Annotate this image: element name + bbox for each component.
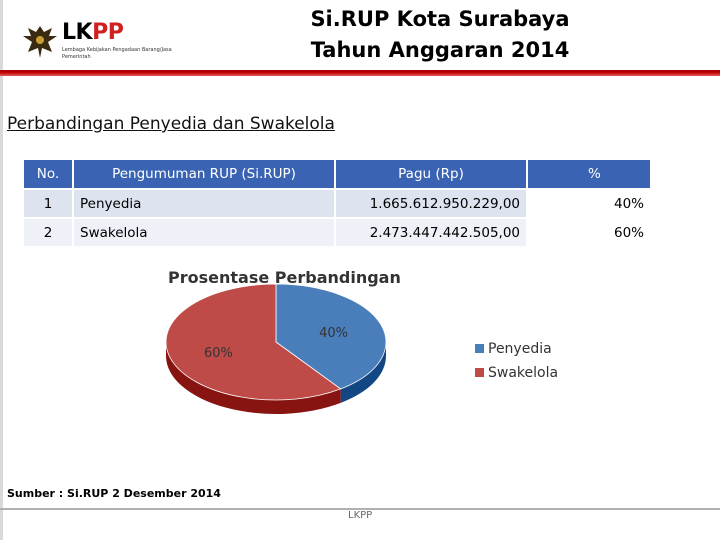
row-percent: 60% bbox=[528, 219, 650, 246]
pie-chart-svg: 40% 60% Penyedia Swakelola bbox=[165, 283, 558, 415]
row-pagu: 1.665.612.950.229,00 bbox=[336, 190, 526, 217]
title-line-1: Si.RUP Kota Surabaya bbox=[310, 7, 570, 31]
header-divider-bar bbox=[0, 70, 720, 76]
row-percent: 40% bbox=[528, 190, 650, 217]
row-name: Penyedia bbox=[74, 190, 334, 217]
header-percent: % bbox=[528, 160, 650, 188]
legend-label: Swakelola bbox=[488, 365, 558, 381]
comparison-table: No. Pengumuman RUP (Si.RUP) Pagu (Rp) % … bbox=[22, 158, 652, 248]
table-row: 2 Swakelola 2.473.447.442.505,00 60% bbox=[24, 219, 650, 246]
pie-data-label: 40% bbox=[319, 326, 348, 341]
header-pagu: Pagu (Rp) bbox=[336, 160, 526, 188]
chart-title: Prosentase Perbandingan bbox=[168, 268, 401, 287]
logo-subtitle: Lembaga Kebijakan Pengadaan Barang/Jasa … bbox=[62, 47, 172, 60]
pie-slice-swakelola bbox=[165, 283, 342, 401]
legend-swatch bbox=[475, 368, 484, 377]
header-name: Pengumuman RUP (Si.RUP) bbox=[74, 160, 334, 188]
logo-wordmark: LKPP bbox=[62, 20, 124, 45]
footer-label: LKPP bbox=[348, 510, 373, 521]
pie-chart: Prosentase Perbandingan 40% 60% Penyedia Sw… bbox=[150, 262, 590, 452]
page-title: Si.RUP Kota Surabaya Tahun Anggaran 2014 bbox=[270, 4, 610, 66]
row-pagu: 2.473.447.442.505,00 bbox=[336, 219, 526, 246]
row-no: 2 bbox=[24, 219, 72, 246]
lkpp-logo: LKPP Lembaga Kebijakan Pengadaan Barang/… bbox=[22, 20, 172, 64]
pie-slice-side-penyedia bbox=[340, 342, 386, 403]
table-header-row: No. Pengumuman RUP (Si.RUP) Pagu (Rp) % bbox=[24, 160, 650, 188]
legend-swatch bbox=[475, 344, 484, 353]
title-line-2: Tahun Anggaran 2014 bbox=[310, 38, 570, 62]
section-title: Perbandingan Penyedia dan Swakelola bbox=[7, 114, 335, 134]
pie-slice-penyedia bbox=[275, 283, 387, 390]
pie-slice-side-swakelola bbox=[166, 342, 341, 415]
legend-label: Penyedia bbox=[488, 341, 552, 357]
source-note: Sumber : Si.RUP 2 Desember 2014 bbox=[7, 487, 221, 500]
garuda-emblem-icon bbox=[23, 26, 57, 58]
pie-data-label: 60% bbox=[204, 346, 233, 361]
row-name: Swakelola bbox=[74, 219, 334, 246]
left-frame-border bbox=[0, 0, 3, 540]
table-row: 1 Penyedia 1.665.612.950.229,00 40% bbox=[24, 190, 650, 217]
header-no: No. bbox=[24, 160, 72, 188]
footer-divider bbox=[0, 508, 720, 510]
row-no: 1 bbox=[24, 190, 72, 217]
